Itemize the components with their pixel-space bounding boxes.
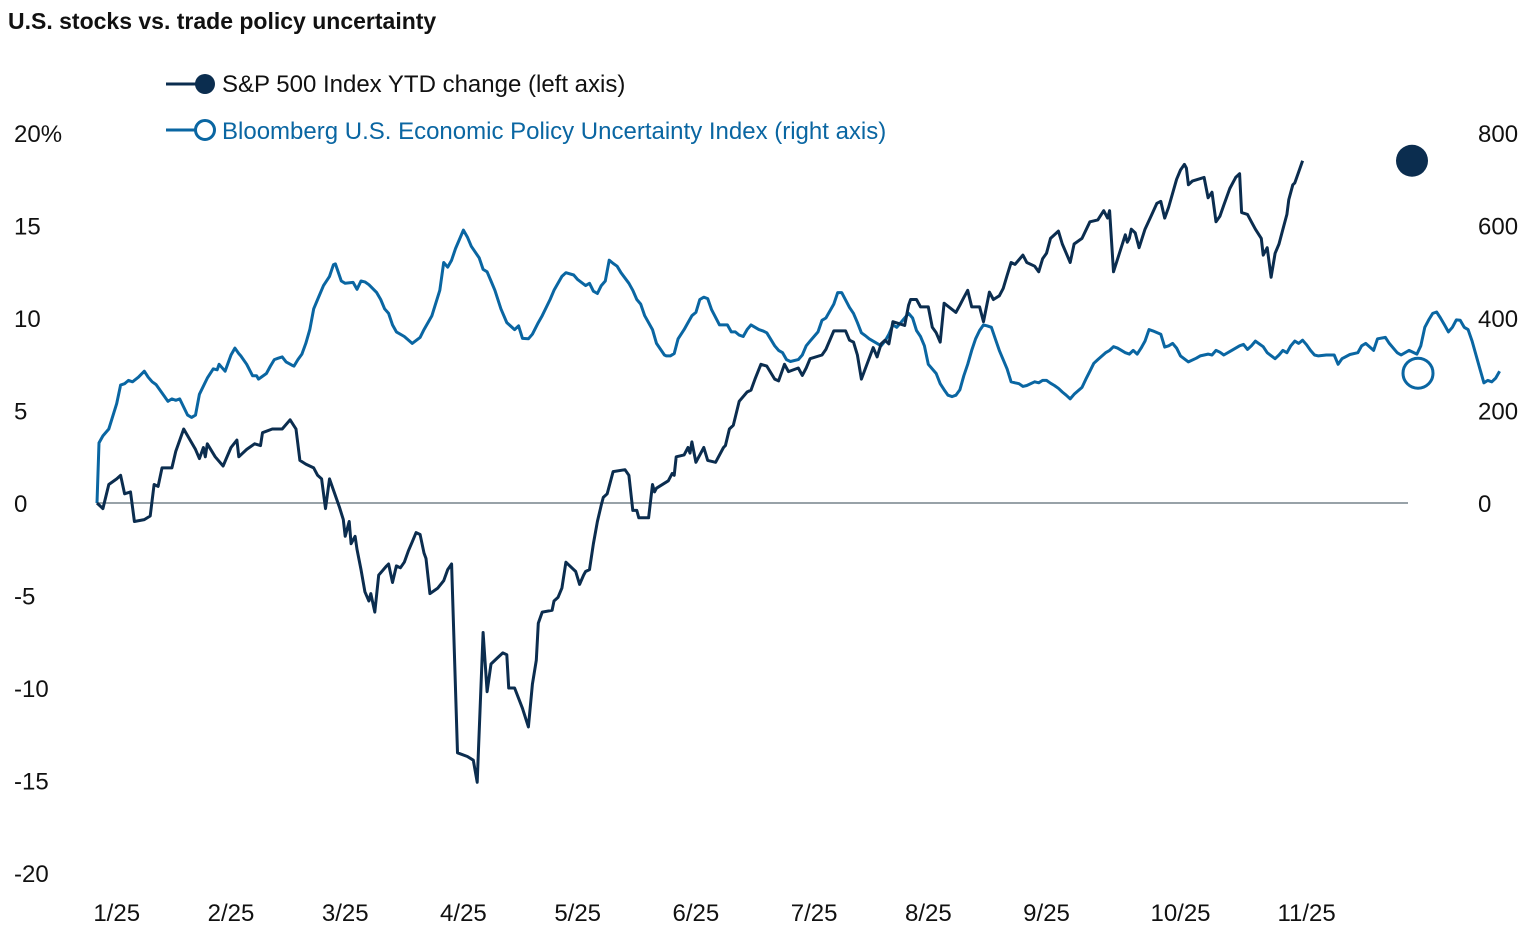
x-tick-label: 1/25 <box>93 900 140 927</box>
x-axis: 1/25 2/25 3/25 4/25 5/25 6/25 7/25 8/25 9/25 10/2… <box>93 900 1335 927</box>
left-tick-label: 15 <box>14 214 41 241</box>
x-tick-label: 3/25 <box>322 900 369 927</box>
left-tick-label: 0 <box>14 491 27 518</box>
left-tick-label: -20 <box>14 861 49 888</box>
legend-label-sp500: S&P 500 Index YTD change (left axis) <box>222 71 625 98</box>
left-tick-label: 20% <box>14 121 62 148</box>
series-line-uncertainty <box>95 228 1501 504</box>
right-tick-label: 0 <box>1478 491 1491 518</box>
series-layer <box>95 144 1501 784</box>
legend-label-uncertainty: Bloomberg U.S. Economic Policy Uncertain… <box>222 118 886 145</box>
left-tick-label: -10 <box>14 676 49 703</box>
x-tick-label: 5/25 <box>554 900 601 927</box>
right-axis: 800 600 400 200 0 <box>1478 121 1518 518</box>
right-tick-label: 400 <box>1478 306 1518 333</box>
x-tick-label: 8/25 <box>905 900 952 927</box>
legend-marker-open-circle <box>194 119 216 141</box>
end-marker-sp500 <box>1396 144 1428 177</box>
x-tick-label: 10/25 <box>1150 900 1210 927</box>
x-tick-label: 6/25 <box>673 900 720 927</box>
right-tick-label: 600 <box>1478 214 1518 241</box>
left-tick-label: 5 <box>14 399 27 426</box>
x-tick-label: 2/25 <box>208 900 255 927</box>
legend: S&P 500 Index YTD change (left axis) Blo… <box>166 71 886 145</box>
chart-title: U.S. stocks vs. trade policy uncertainty <box>8 8 436 34</box>
left-tick-label: -5 <box>14 584 35 611</box>
right-tick-label: 200 <box>1478 399 1518 426</box>
left-tick-label: -15 <box>14 769 49 796</box>
x-tick-label: 9/25 <box>1023 900 1070 927</box>
x-tick-label: 7/25 <box>791 900 838 927</box>
left-tick-label: 10 <box>14 306 41 333</box>
x-tick-label: 4/25 <box>440 900 487 927</box>
series-line-sp500 <box>95 160 1305 784</box>
right-tick-label: 800 <box>1478 121 1518 148</box>
left-axis: 20% 15 10 5 0 -5 -10 -15 -20 <box>14 121 62 888</box>
legend-marker-filled-circle <box>195 74 215 94</box>
end-marker-uncertainty <box>1401 356 1435 390</box>
legend-item-sp500: S&P 500 Index YTD change (left axis) <box>166 71 625 98</box>
legend-item-uncertainty: Bloomberg U.S. Economic Policy Uncertain… <box>166 118 886 145</box>
x-tick-label: 11/25 <box>1277 900 1335 927</box>
